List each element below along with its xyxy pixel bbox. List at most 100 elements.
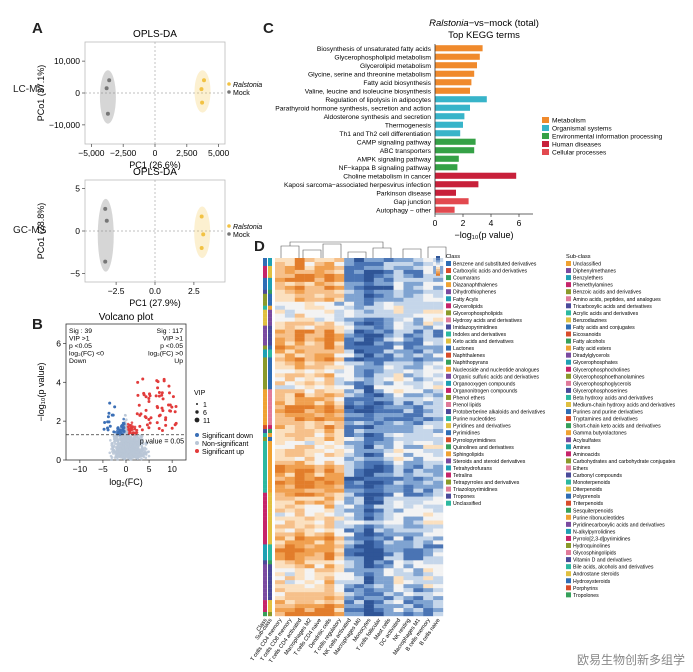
heatmap-cell (433, 289, 444, 294)
heatmap-cell (403, 289, 414, 294)
subclass-bar-cell (268, 572, 272, 577)
legend-subclass-swatch (566, 310, 571, 316)
heatmap-cell (314, 433, 325, 438)
heatmap-cell (314, 480, 325, 485)
x-tick-label: 5,000 (208, 148, 230, 158)
heatmap-cell (403, 576, 414, 581)
heatmap-cell (383, 580, 394, 585)
legend-subclass-label: Tryptamines and derivatives (573, 417, 638, 423)
heatmap-cell (433, 588, 444, 593)
heatmap-cell (363, 552, 375, 557)
heatmap-cell (373, 576, 384, 581)
kegg-bar (435, 189, 456, 196)
heatmap-cell (433, 365, 444, 370)
volcano-point-up (144, 408, 148, 412)
heatmap-cell (334, 357, 345, 362)
heatmap-cell (284, 341, 295, 346)
heatmap-cell (304, 492, 315, 497)
class-bar-cell (263, 508, 267, 513)
heatmap-cell (383, 277, 394, 283)
heatmap-cell (334, 592, 345, 597)
heatmap-cell (304, 528, 315, 533)
heatmap-cell (413, 496, 424, 501)
heatmap-cell (324, 321, 335, 326)
y-axis-label: PCo1 (28.8%) (36, 203, 46, 260)
heatmap-cell (284, 405, 295, 410)
heatmap-cell (275, 413, 286, 418)
legend-subclass-label: Amines (573, 445, 591, 451)
sample-point (199, 246, 204, 250)
legend-class-label: Unclassified (453, 501, 481, 507)
subclass-bar-cell (268, 480, 272, 485)
volcano-point-down (107, 420, 111, 424)
heatmap-cell (403, 329, 414, 334)
heatmap-cell (363, 584, 375, 589)
heatmap-cell (324, 608, 335, 613)
heatmap-cell (413, 532, 424, 537)
legend-subclass-label: Polyprenols (573, 494, 601, 500)
heatmap-cell (363, 277, 375, 283)
heatmap-cell (373, 508, 384, 513)
heatmap-cell (413, 568, 424, 573)
subclass-bar-cell (268, 536, 272, 541)
kegg-term-label: ABC transporters (380, 148, 432, 155)
heatmap-cell (324, 313, 335, 318)
heatmap-cell (423, 568, 434, 573)
heatmap-cell (314, 448, 325, 454)
heatmap-cell (373, 536, 384, 541)
heatmap-cell (413, 425, 424, 430)
heatmap-cell (363, 536, 375, 541)
legend-class-swatch (446, 423, 451, 429)
heatmap-cell (354, 385, 365, 390)
sample-point (103, 259, 108, 264)
legend-vip-label: 1 (203, 402, 207, 409)
heatmap-cell (403, 393, 414, 398)
heatmap-cell (284, 369, 295, 374)
heatmap-cell (383, 476, 394, 481)
heatmap-cell (403, 448, 414, 454)
heatmap-cell (393, 405, 404, 410)
heatmap-cell (324, 576, 335, 581)
class-bar-cell (263, 345, 267, 350)
heatmap-cell (275, 444, 286, 450)
heatmap-cell (344, 361, 355, 366)
heatmap-cell (373, 389, 384, 394)
volcano-point-down (118, 428, 122, 432)
heatmap-cell (433, 476, 444, 481)
heatmap-cell (393, 425, 404, 430)
heatmap-cell (314, 572, 325, 577)
heatmap-cell (373, 456, 384, 462)
heatmap-cell (304, 448, 315, 454)
heatmap-cell (383, 361, 394, 366)
heatmap-cell (363, 341, 375, 346)
annot-up-line: Sig : 117 (157, 328, 184, 335)
heatmap-cell (373, 608, 384, 613)
subclass-bar-cell (268, 289, 272, 294)
heatmap-cell (423, 258, 434, 263)
volcano-point (126, 439, 130, 443)
legend-subclass-label: Glycosphingolipids (573, 551, 617, 557)
heatmap-cell (433, 433, 444, 438)
volcano-point-up (138, 424, 142, 428)
dendrogram-branch (372, 247, 392, 258)
heatmap-cell (284, 389, 295, 394)
heatmap-cell (284, 285, 295, 291)
legend-class-swatch (446, 331, 451, 337)
heatmap-cell (413, 464, 424, 470)
heatmap-cell (383, 444, 394, 450)
heatmap-cell (423, 365, 434, 370)
heatmap-cell (344, 440, 355, 446)
subclass-bar-cell (268, 460, 272, 466)
volcano-point-down (108, 401, 112, 405)
heatmap-cell (423, 548, 434, 553)
heatmap-cell (403, 258, 414, 263)
volcano-point-up (174, 404, 178, 408)
heatmap-cell (304, 273, 315, 279)
heatmap-cell (275, 397, 286, 402)
heatmap-cell (383, 560, 394, 565)
legend-class-label: Imidazopyrimidines (453, 325, 498, 331)
heatmap-cell (354, 588, 365, 593)
heatmap-cell (324, 540, 335, 545)
heatmap-cell (294, 401, 305, 406)
class-bar-cell (263, 452, 267, 458)
